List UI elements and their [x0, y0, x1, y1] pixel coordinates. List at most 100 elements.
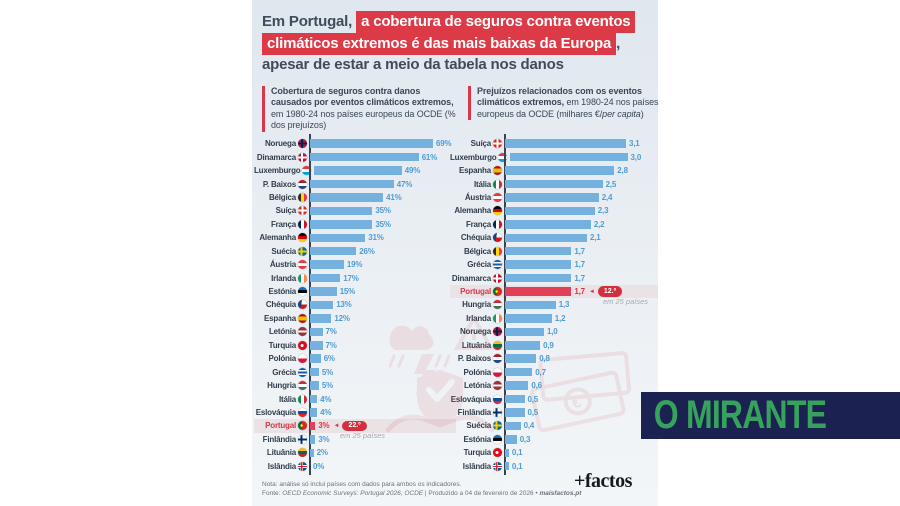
fr-flag-icon — [298, 219, 307, 229]
lv-flag-icon — [298, 327, 307, 337]
bar — [505, 193, 599, 202]
bar-value: 35% — [375, 206, 391, 216]
chart-row: Estónia 0,3 — [450, 433, 658, 446]
chart-row: Alemanha 2,3 — [450, 204, 658, 217]
country-label: Suécia — [271, 246, 296, 256]
country-label: Itália — [278, 394, 296, 404]
bar-track: 5% — [309, 365, 456, 378]
bar-value: 17% — [343, 273, 359, 283]
bar-track: 35% — [309, 204, 456, 217]
country-label: Portugal — [460, 287, 491, 297]
bar-track: 1,7 ◄ 12.º em 25 países — [504, 285, 658, 306]
chart-row: Eslováquia 4% — [254, 406, 456, 419]
country-label: Alemanha — [259, 233, 296, 243]
bar-value: 1,7 — [574, 287, 585, 297]
de-flag-icon — [493, 206, 502, 216]
bar — [310, 206, 373, 216]
chart-row: Islândia 0% — [254, 460, 456, 473]
gr-flag-icon — [493, 260, 502, 270]
heading-normal: em 1980-24 nos países europeus da OCDE (… — [271, 108, 456, 131]
bar-track: 61% — [309, 150, 456, 163]
storm-shield-check-hands-watermark-icon — [385, 313, 495, 433]
bar-track: 1,7 — [504, 245, 658, 258]
chart-row: Bélgica 41% — [254, 191, 456, 204]
bar-value: 2,8 — [617, 166, 628, 176]
chart-row: Turquia 0,1 — [450, 446, 658, 459]
chart-row: Irlanda 1,2 — [450, 312, 658, 325]
bar — [310, 233, 366, 243]
dk-flag-icon — [298, 152, 307, 162]
bar-track: 3% — [309, 433, 456, 446]
country-label: Itália — [473, 179, 491, 189]
country-label: Polónia — [268, 354, 297, 364]
bar — [505, 461, 509, 471]
country-label: Áustria — [464, 192, 491, 202]
country-label: Noruega — [264, 139, 296, 149]
chart-row: Lituânia 0,9 — [450, 339, 658, 352]
chart-row: Itália 2,5 — [450, 177, 658, 190]
bar-track: 0,4 — [504, 419, 658, 432]
bar — [505, 233, 587, 243]
heading-bold: Prejuízos relacionados com os eventos cl… — [477, 86, 642, 108]
bar-value: 2,1 — [590, 233, 601, 243]
chart-row: Dinamarca 61% — [254, 150, 456, 163]
factos-logo: +factos — [574, 470, 632, 492]
chart-row: França 35% — [254, 218, 456, 231]
bar-track: 31% — [309, 231, 456, 244]
country-label: Letónia — [268, 327, 296, 337]
bar — [505, 421, 521, 431]
chart-row: França 2,2 — [450, 218, 658, 231]
country-label: Eslováquia — [255, 407, 296, 417]
chart-left-coverage: Noruega 69% Dinamarca 61% Luxemburgo 49% P. Ba… — [254, 134, 456, 475]
bar-track: 7% — [309, 339, 456, 352]
bar-track: 2,2 — [504, 218, 658, 231]
bar-value: 1,7 — [574, 273, 585, 283]
ee-flag-icon — [298, 287, 307, 297]
ie-flag-icon — [493, 313, 502, 323]
chart-axis-line — [504, 134, 506, 475]
country-label: Bélgica — [463, 246, 491, 256]
chart-row: Suécia 0,4 — [450, 419, 658, 432]
chart-row: Grécia 5% — [254, 365, 456, 378]
footer-notes: Nota: análise só inclui países com dados… — [262, 481, 581, 499]
nl-flag-icon — [298, 179, 307, 189]
rank-badge: 12.º — [597, 286, 623, 297]
chart-row: Letónia 0,6 — [450, 379, 658, 392]
bar-track: 47% — [309, 177, 456, 190]
lv-flag-icon — [493, 381, 502, 391]
bar-track: 0,3 — [504, 433, 658, 446]
country-label: Lituânia — [461, 340, 491, 350]
bar-track: 0,9 — [504, 339, 658, 352]
chart-row: Luxemburgo 3,0 — [450, 150, 658, 163]
bar-track: 41% — [309, 191, 456, 204]
bar-track: 49% — [313, 164, 456, 177]
country-label: Chéquia — [460, 233, 491, 243]
chart-row: Islândia 0,1 — [450, 460, 658, 473]
chart-row: Alemanha 31% — [254, 231, 456, 244]
bar-value: 6% — [323, 354, 335, 364]
bar-track: 2,4 — [504, 191, 658, 204]
chart-row: P. Baixos 47% — [254, 177, 456, 190]
country-label: Turquia — [268, 340, 297, 350]
bar-track: 0,5 — [504, 392, 658, 405]
bar-track: 1,7 — [504, 271, 658, 284]
title-highlight-2: climáticos extremos é das mais baixas da… — [262, 32, 617, 55]
bar-track: 2% — [309, 446, 456, 459]
chart-row: P. Baixos 0,8 — [450, 352, 658, 365]
country-label: Estónia — [268, 287, 297, 297]
bar — [505, 341, 541, 350]
bar-value: 12% — [334, 313, 350, 323]
heading-bold: Cobertura de seguros contra danos causad… — [271, 86, 454, 108]
bar — [310, 152, 419, 162]
banknotes-euro-watermark-icon: € — [530, 351, 631, 433]
bar-value: 47% — [396, 179, 413, 189]
bar-value: 1,2 — [554, 313, 566, 323]
country-label: Chéquia — [265, 300, 296, 310]
bar-value: 31% — [368, 233, 384, 243]
svg-text:€: € — [570, 392, 584, 413]
bar — [505, 408, 525, 417]
bar-track: 0,5 — [504, 406, 658, 419]
bar-value: 1,7 — [574, 246, 585, 256]
chart-row: Finlândia 0,5 — [450, 406, 658, 419]
country-label: Luxemburgo — [254, 166, 301, 176]
